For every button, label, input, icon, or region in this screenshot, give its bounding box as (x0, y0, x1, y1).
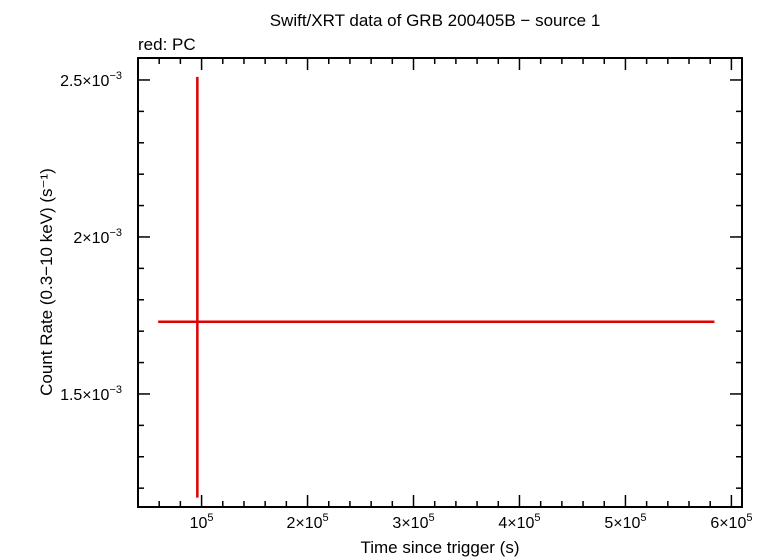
plot-frame (137, 57, 743, 508)
y-tick-label: 2.5×10−3 (60, 70, 122, 90)
x-tick-label: 4×105 (498, 512, 540, 532)
y-tick-labels: 2.5×10−3 2×10−3 1.5×10−3 (60, 70, 122, 404)
x-tick-labels: 105 2×105 3×105 4×105 5×105 6×105 (190, 512, 753, 532)
x-tick-label: 105 (190, 512, 214, 532)
y-tick-label: 2×10−3 (73, 227, 122, 247)
chart-title: Swift/XRT data of GRB 200405B − source 1 (270, 11, 601, 30)
x-tick-label: 5×105 (604, 512, 646, 532)
x-tick-label: 6×105 (710, 512, 752, 532)
y-tick-label: 1.5×10−3 (60, 384, 122, 404)
x-tick-label: 3×105 (392, 512, 434, 532)
data-layer (158, 76, 715, 498)
x-tick-label: 2×105 (286, 512, 328, 532)
axis-ticks (138, 58, 742, 507)
y-axis-label: Count Rate (0.3−10 keV) (s⁻¹) (37, 168, 56, 396)
chart-subtitle: red: PC (138, 35, 196, 54)
x-axis-label: Time since trigger (s) (360, 538, 519, 557)
